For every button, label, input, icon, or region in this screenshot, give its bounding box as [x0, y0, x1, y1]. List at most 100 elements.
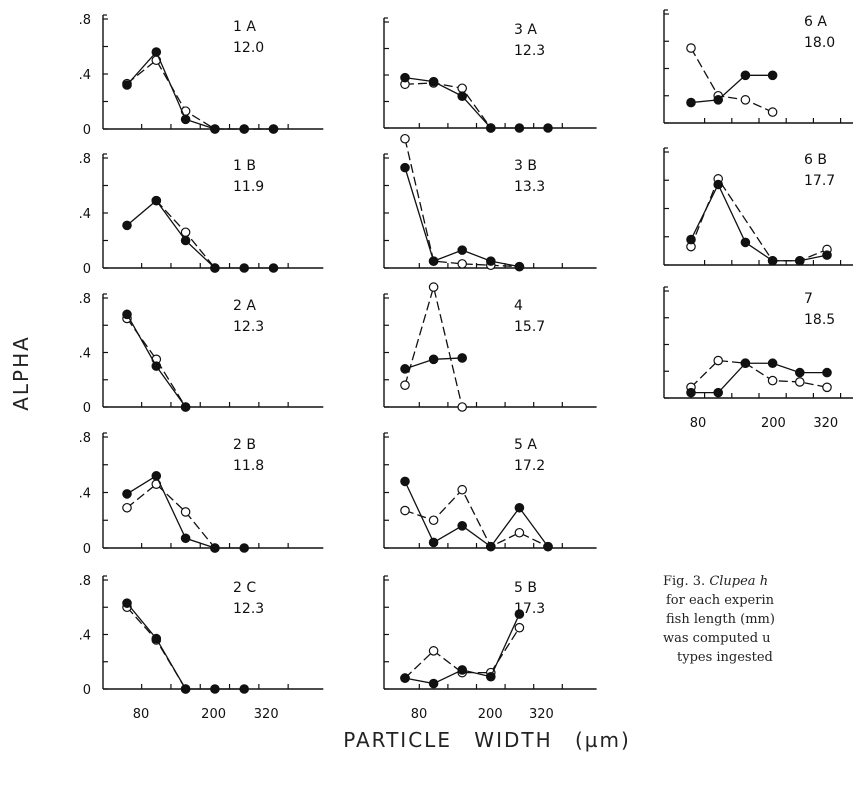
- series-open-line: [690, 47, 773, 113]
- filled-marker: [268, 124, 279, 134]
- filled-marker: [180, 235, 191, 246]
- panel-id-label: 3 B: [514, 158, 537, 174]
- panel-length-label: 17.7: [804, 173, 835, 189]
- filled-marker: [713, 95, 723, 105]
- panel-length-label: 18.5: [804, 312, 835, 328]
- panel-5B: 5 B17.380 200 320: [383, 575, 597, 722]
- filled-marker: [122, 598, 132, 608]
- filled-marker: [151, 633, 162, 644]
- filled-marker: [485, 256, 496, 266]
- filled-marker: [400, 162, 410, 173]
- filled-marker: [514, 123, 525, 133]
- panel-1A: .8 .4 0 1 A 12.0: [79, 13, 324, 138]
- filled-marker: [239, 543, 249, 553]
- y-tick-label: 0: [83, 123, 91, 138]
- y-tick-label: .4: [79, 68, 91, 83]
- filled-marker: [180, 402, 191, 412]
- filled-marker: [767, 358, 778, 369]
- caption-line-2: for each experin: [666, 593, 774, 608]
- panel-2B: .8 .4 0 2 B 11.8: [79, 431, 324, 557]
- x-tick-label: 80: [133, 707, 150, 722]
- panel-id-label: 2 A: [233, 298, 256, 314]
- filled-marker: [740, 237, 751, 248]
- open-marker: [713, 355, 723, 366]
- series-filled-line: [126, 602, 245, 690]
- series-open-line: [126, 59, 274, 130]
- filled-marker: [713, 179, 723, 190]
- filled-marker: [239, 263, 249, 273]
- x-tick-label: 80: [690, 416, 707, 431]
- open-marker: [794, 377, 805, 387]
- y-tick-label: .4: [79, 347, 91, 362]
- filled-marker: [151, 361, 162, 371]
- series-filled-line: [126, 199, 274, 269]
- caption-line-5: types ingested: [677, 650, 773, 665]
- filled-marker: [180, 684, 191, 694]
- series-open-line: [126, 606, 187, 690]
- panel-length-label: 12.3: [514, 43, 545, 59]
- series-open-line: [690, 359, 828, 388]
- open-marker: [180, 507, 191, 517]
- panel-id-label: 1 A: [233, 19, 256, 35]
- filled-marker: [543, 123, 553, 133]
- panel-5A: 5 A 17.2: [383, 432, 597, 552]
- open-marker: [457, 484, 467, 495]
- filled-marker: [514, 261, 525, 272]
- panel-id-label: 7: [804, 291, 813, 307]
- panel-2C: .8 .4 0 2 C 12.3 80 200 320: [79, 574, 324, 722]
- panel-id-label: 2 B: [233, 437, 256, 453]
- filled-marker: [514, 502, 525, 513]
- panel-length-label: 12.0: [233, 40, 264, 56]
- y-tick-label: 0: [83, 683, 91, 698]
- filled-marker: [485, 541, 496, 552]
- open-marker: [400, 133, 410, 144]
- panel-length-label: 17.2: [514, 458, 545, 474]
- x-tick-label: 200: [478, 707, 503, 722]
- caption-line-4: was computed u: [663, 631, 771, 646]
- filled-marker: [457, 245, 467, 255]
- y-tick-label: .8: [79, 292, 91, 307]
- panel-6A: 6 A 18.0: [663, 9, 853, 124]
- y-tick-label: .8: [79, 13, 91, 28]
- open-marker: [122, 502, 132, 513]
- filled-marker: [686, 234, 696, 245]
- y-tick-label: .8: [79, 152, 91, 167]
- filled-marker: [457, 353, 467, 363]
- filled-marker: [514, 609, 525, 619]
- filled-marker: [180, 533, 191, 544]
- filled-marker: [686, 97, 696, 108]
- series-open-line: [126, 483, 216, 549]
- open-marker: [428, 646, 439, 656]
- y-tick-label: 0: [83, 262, 91, 277]
- filled-marker: [210, 263, 220, 273]
- filled-marker: [794, 367, 805, 378]
- filled-marker: [457, 520, 467, 531]
- x-tick-label: 200: [761, 416, 786, 431]
- filled-marker: [210, 543, 220, 553]
- x-tick-label: 200: [201, 707, 226, 722]
- open-marker: [740, 95, 751, 105]
- filled-marker: [400, 673, 410, 683]
- filled-marker: [794, 255, 805, 266]
- panel-id-label: 2 C: [233, 580, 256, 596]
- panel-length-label: 12.3: [233, 601, 264, 617]
- panel-id-label: 1 B: [233, 158, 256, 174]
- y-axis-title: ALPHA: [9, 335, 33, 411]
- panel-2A: .8 .4 0 2 A 12.3: [79, 292, 324, 416]
- filled-marker: [239, 684, 249, 694]
- y-tick-label: 0: [83, 401, 91, 416]
- x-axis-title: PARTICLE WIDTH (µm): [343, 728, 631, 752]
- series-filled-line: [404, 77, 548, 129]
- filled-marker: [822, 250, 832, 260]
- filled-marker: [400, 364, 410, 374]
- filled-marker: [151, 195, 162, 206]
- series-open-line: [404, 138, 520, 268]
- filled-marker: [122, 80, 132, 90]
- filled-marker: [151, 47, 162, 57]
- panel-7: 7 18.5 80 200 320: [663, 286, 853, 431]
- series-filled-line: [126, 50, 274, 130]
- y-tick-label: .4: [79, 207, 91, 222]
- filled-marker: [400, 476, 410, 487]
- caption-line-1: Fig. 3. Clupea h: [663, 574, 769, 589]
